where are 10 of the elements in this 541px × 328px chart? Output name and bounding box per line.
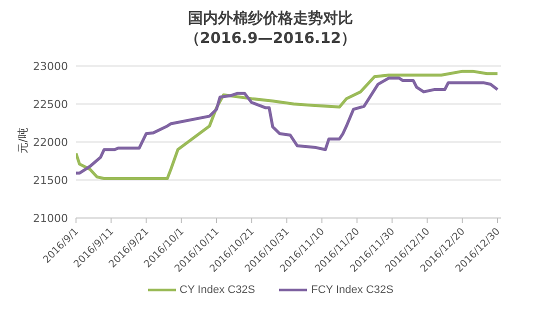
legend-label: CY Index C32S xyxy=(180,284,256,296)
chart-title: 国内外棉纱价格走势对比 xyxy=(187,8,354,28)
y-tick-label: 22500 xyxy=(33,98,68,111)
y-tick-label: 23000 xyxy=(33,60,68,73)
chart-subtitle: （2016.9—2016.12） xyxy=(184,28,358,48)
legend-label: FCY Index C32S xyxy=(311,284,394,296)
y-axis-title: 元/吨 xyxy=(15,128,30,154)
y-tick-label: 21500 xyxy=(33,174,68,187)
y-tick-label: 21000 xyxy=(33,212,68,225)
y-tick-label: 22000 xyxy=(33,136,68,149)
